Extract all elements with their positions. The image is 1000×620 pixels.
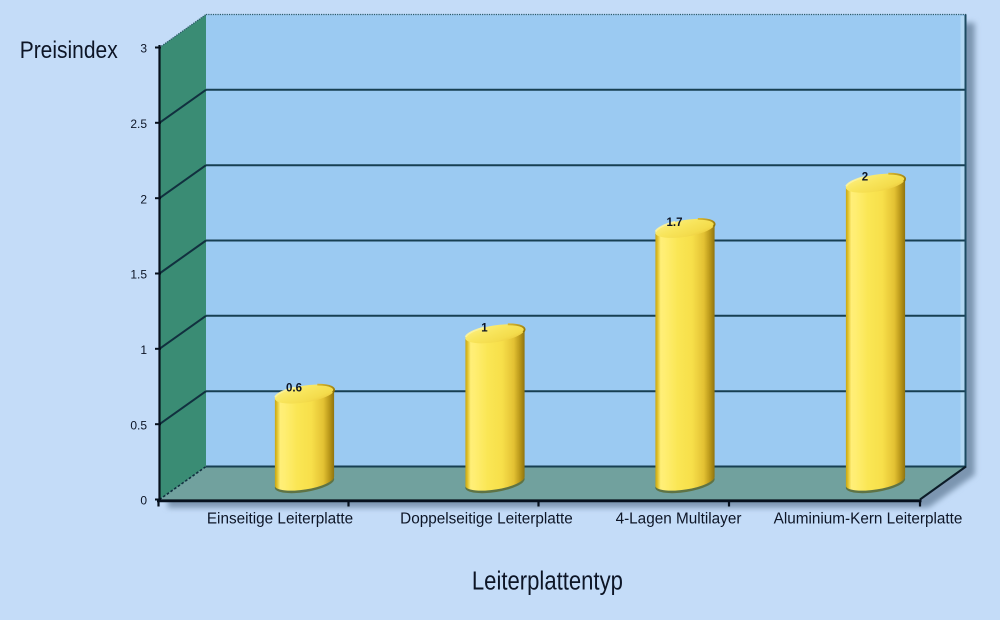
svg-text:1.7: 1.7 (667, 217, 683, 229)
svg-text:2.5: 2.5 (130, 117, 147, 131)
svg-text:0.5: 0.5 (130, 418, 147, 432)
svg-text:0: 0 (140, 494, 147, 508)
svg-text:3: 3 (140, 42, 147, 56)
svg-text:1.5: 1.5 (130, 268, 147, 282)
svg-text:1: 1 (140, 343, 147, 357)
svg-text:2: 2 (140, 192, 147, 206)
svg-text:Doppelseitige Leiterplatte: Doppelseitige Leiterplatte (400, 510, 573, 527)
svg-text:Aluminium-Kern Leiterplatte: Aluminium-Kern Leiterplatte (774, 510, 963, 527)
svg-text:Preisindex: Preisindex (20, 37, 118, 64)
svg-text:1: 1 (481, 322, 488, 334)
svg-text:Einseitige Leiterplatte: Einseitige Leiterplatte (207, 510, 353, 527)
svg-text:2: 2 (862, 172, 868, 184)
svg-text:Leiterplattentyp: Leiterplattentyp (472, 568, 623, 596)
svg-text:0.6: 0.6 (286, 383, 302, 395)
svg-text:4-Lagen Multilayer: 4-Lagen Multilayer (616, 510, 742, 527)
